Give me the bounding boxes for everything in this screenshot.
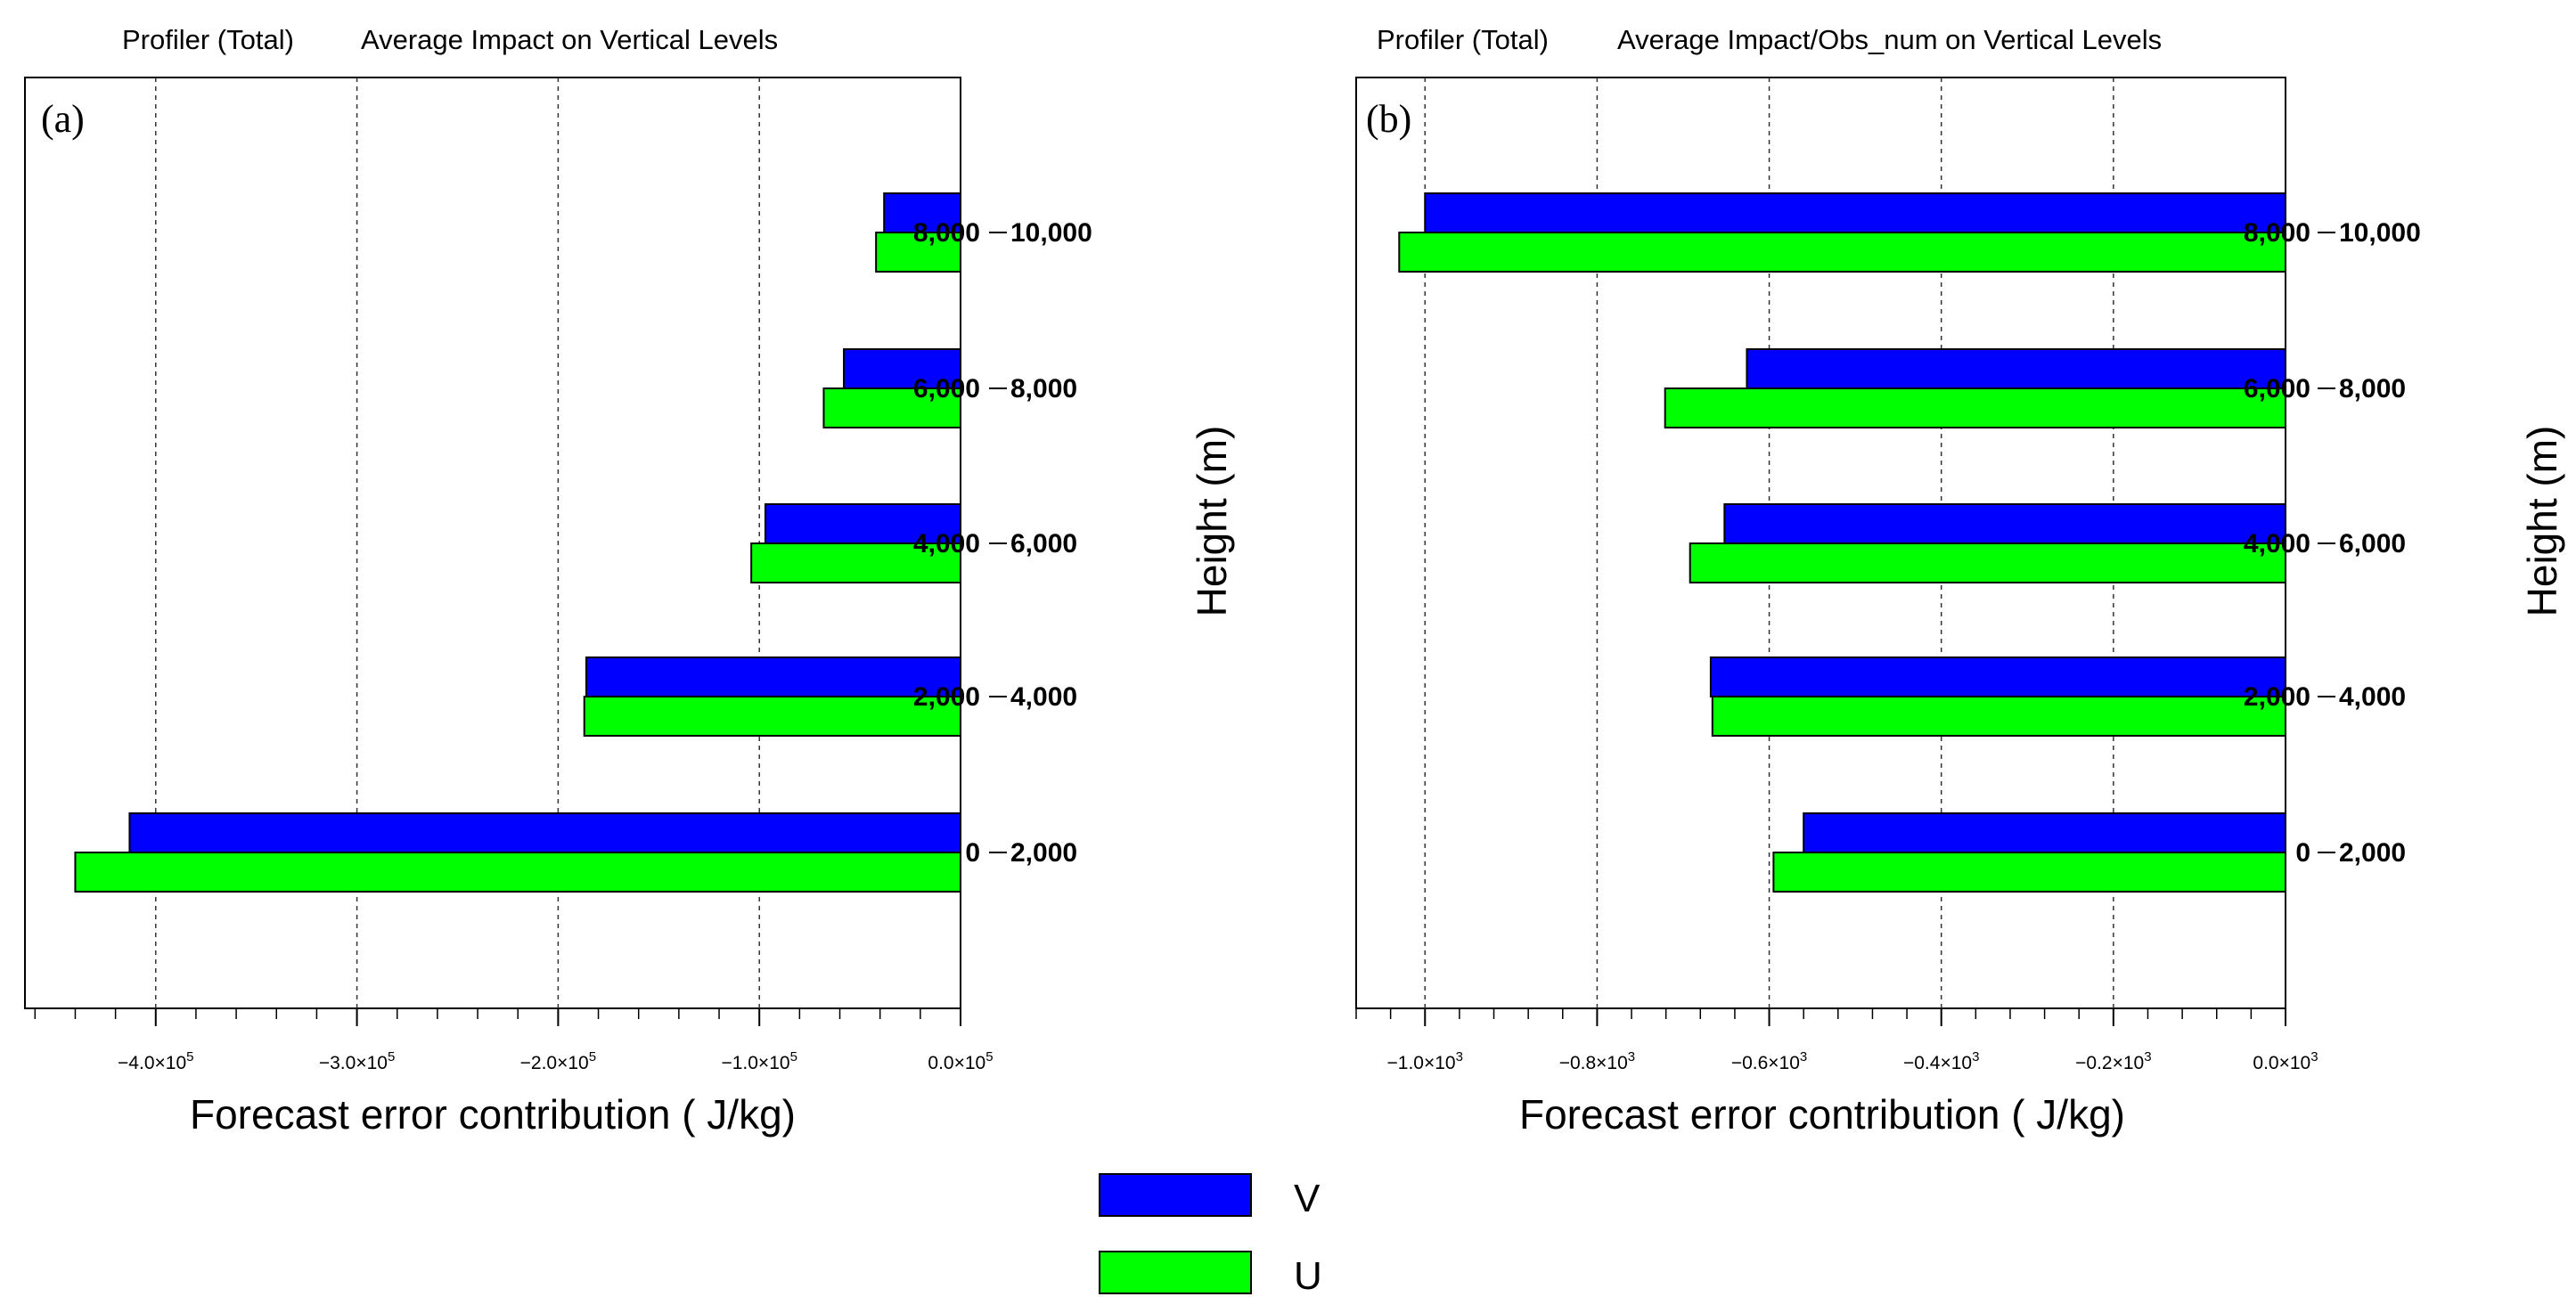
panel-b-tick-label: −1.0×103 [1387,1049,1463,1073]
panel-b-bar-v-2 [1723,503,2286,544]
panel-a-title-left: Profiler (Total) [122,24,294,55]
panel-a-category-high-label: 6,000 [1010,529,1077,559]
panel-b-category-low-label: 2,000 [2244,682,2310,712]
panel-a-bar-v-0 [128,812,961,853]
legend: V U [1099,1173,1322,1298]
legend-swatch-v [1099,1173,1252,1217]
panel-b-category-high-label: 8,000 [2339,374,2406,404]
panel-b-bar-u-1 [1711,696,2286,737]
legend-label-v: V [1294,1177,1321,1220]
panel-b-tick-label: −0.8×103 [1559,1049,1635,1073]
panel-b-ylabel: Height (m) [2519,426,2565,617]
panel-a-bar-u-2 [750,542,962,583]
panel-a-label: (a) [41,97,85,141]
panel-b-bar-u-3 [1664,387,2286,428]
panel-b-xlabel: Forecast error contribution ( J/kg) [1519,1091,2125,1138]
panel-b-tick-label: 0.0×103 [2253,1049,2318,1073]
panel-a-tick-label: 0.0×105 [928,1049,993,1073]
panel-b-bar-u-2 [1689,542,2286,583]
panel-b-tick-label: −0.6×103 [1731,1049,1807,1073]
panel-a-tick-label: −4.0×105 [118,1049,193,1073]
panel-b-tick-label: −0.4×103 [1903,1049,1979,1073]
panel-b-category-high-label: 6,000 [2339,529,2406,559]
panel-b-category-low-label: 6,000 [2244,374,2310,404]
panel-b-bar-v-0 [1803,812,2286,853]
panel-a-category-high-label: 10,000 [1010,218,1092,248]
legend-label-u: U [1294,1254,1322,1298]
panel-a: Profiler (Total) Average Impact on Verti… [24,24,1235,1138]
panel-b-bar-u-4 [1398,232,2286,273]
panel-a-title-right: Average Impact on Vertical Levels [361,24,778,55]
panel-a-category-low-label: 6,000 [913,374,980,404]
legend-swatch-u [1099,1251,1252,1294]
panel-b-bar-v-3 [1746,348,2286,389]
panel-a-xlabel: Forecast error contribution ( J/kg) [190,1091,796,1138]
panel-a-bar-v-4 [883,192,961,233]
panel-b-title-right: Average Impact/Obs_num on Vertical Level… [1617,24,2162,55]
panel-a-category-low-label: 8,000 [913,218,980,248]
panel-b-title-left: Profiler (Total) [1377,24,1549,55]
panel-b-category-low-label: 4,000 [2244,529,2310,559]
panel-b-category-high-label: 4,000 [2339,682,2406,712]
panel-b-category-low-label: 8,000 [2244,218,2310,248]
panel-a-tick-label: −1.0×105 [721,1049,797,1073]
panel-a-ylabel: Height (m) [1189,426,1235,617]
panel-b: Profiler (Total) Average Impact/Obs_num … [1355,24,2565,1138]
panel-a-category-low-label: 2,000 [913,682,980,712]
panel-b-category-high-label: 10,000 [2339,218,2421,248]
panel-a-category-low-label: 4,000 [913,529,980,559]
panel-a-bar-u-4 [875,232,962,273]
panel-a-tick-label: −3.0×105 [319,1049,395,1073]
panel-b-category-high-label: 2,000 [2339,838,2406,868]
panel-b-bar-v-1 [1709,656,2286,697]
panel-a-bar-u-0 [74,852,962,893]
panel-a-bar-u-1 [583,696,961,737]
panel-a-category-high-label: 8,000 [1010,374,1077,404]
panel-b-category-low-label: 0 [2295,838,2310,868]
panel-a-category-high-label: 4,000 [1010,682,1077,712]
panel-b-tick-label: −0.2×103 [2075,1049,2151,1073]
panel-a-category-low-label: 0 [965,838,980,868]
panel-a-category-high-label: 2,000 [1010,838,1077,868]
panel-b-label: (b) [1366,97,1411,141]
panel-a-bar-v-1 [585,656,961,697]
panel-a-tick-label: −2.0×105 [520,1049,596,1073]
panel-a-bar-u-3 [822,387,961,428]
panel-b-bar-u-0 [1772,852,2286,893]
panel-b-bar-v-4 [1424,192,2286,233]
